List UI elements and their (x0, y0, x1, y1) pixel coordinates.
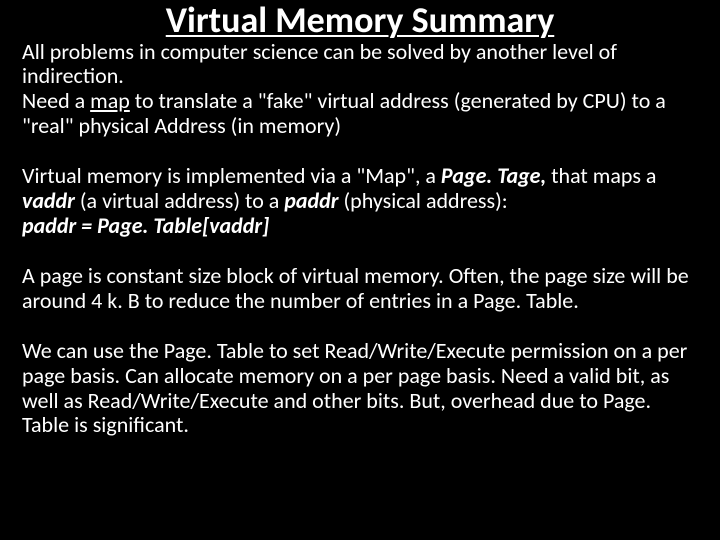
paragraph-2: Virtual memory is implemented via a "Map… (22, 164, 698, 238)
spacer-3 (22, 313, 698, 339)
spacer-1 (22, 138, 698, 164)
paragraph-4: We can use the Page. Table to set Read/W… (22, 339, 698, 438)
p2-pagetage: Page. Tage, (441, 162, 546, 189)
p1-line1: All problems in computer science can be … (22, 38, 617, 90)
slide: Virtual Memory Summary All problems in c… (0, 0, 720, 540)
p2-post: (physical address): (339, 187, 508, 214)
p2-vaddr: vaddr (22, 187, 75, 214)
p2-mid2: (a virtual address) to a (75, 187, 284, 214)
paragraph-1: All problems in computer science can be … (22, 40, 698, 139)
p2-equation: paddr = Page. Table[vaddr] (22, 212, 269, 239)
p4-text: We can use the Page. Table to set Read/W… (22, 337, 687, 438)
p2-pre: Virtual memory is implemented via a "Map… (22, 162, 441, 189)
spacer-2 (22, 238, 698, 264)
p2-mid1: that maps a (546, 162, 656, 189)
p2-paddr: paddr (284, 187, 338, 214)
p1b-pre: Need a (22, 87, 90, 114)
p3-text: A page is constant size block of virtual… (22, 262, 689, 314)
slide-title: Virtual Memory Summary (22, 0, 698, 40)
p1b-map-underline: map (90, 87, 130, 114)
paragraph-3: A page is constant size block of virtual… (22, 264, 698, 313)
